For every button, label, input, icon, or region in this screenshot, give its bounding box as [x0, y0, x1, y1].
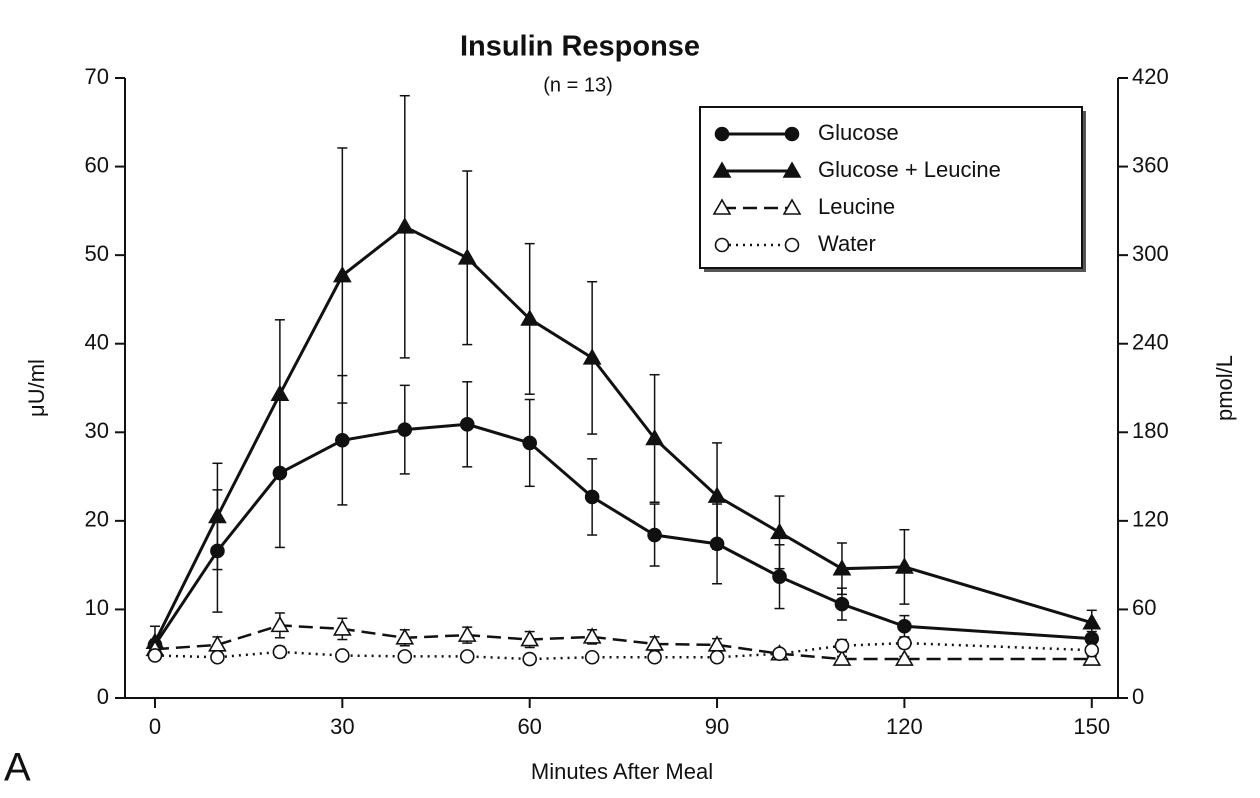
data-point	[395, 217, 415, 234]
data-point	[1082, 649, 1102, 666]
data-point	[147, 648, 163, 663]
data-point	[1084, 642, 1100, 658]
data-point	[834, 596, 850, 612]
legend-label: Glucose	[818, 120, 899, 145]
y-tick-label: 10	[85, 595, 109, 620]
x-tick-label: 150	[1073, 714, 1110, 739]
data-point	[459, 649, 475, 664]
x-tick-label: 0	[149, 714, 161, 739]
x-tick-label: 90	[705, 714, 729, 739]
y2-tick-label: 240	[1132, 330, 1169, 355]
data-point	[332, 619, 352, 636]
data-point	[584, 489, 600, 505]
y-axis-label: μU/ml	[24, 359, 49, 417]
data-point	[582, 348, 602, 365]
data-point	[522, 435, 537, 451]
legend-marker	[714, 126, 730, 142]
data-point	[459, 417, 475, 432]
data-point	[832, 649, 852, 666]
x-tick-label: 30	[330, 714, 354, 739]
y-tick-label: 0	[97, 684, 109, 709]
data-point	[335, 648, 350, 663]
data-point	[457, 625, 477, 642]
data-point	[272, 644, 288, 660]
data-point	[397, 649, 413, 664]
data-point	[332, 265, 352, 283]
data-point	[457, 248, 477, 265]
series-line	[153, 225, 1093, 643]
legend: Glucose Glucose + Leucine Leucine Water	[699, 106, 1083, 269]
data-point	[895, 649, 914, 666]
data-point	[770, 522, 789, 540]
data-point	[897, 635, 912, 651]
y-tick-label: 20	[85, 507, 109, 532]
data-point	[270, 384, 290, 402]
y-tick-label: 50	[85, 241, 109, 266]
data-point	[520, 629, 540, 647]
series-line	[154, 641, 1092, 661]
data-point	[709, 649, 725, 665]
data-point	[897, 618, 912, 634]
y2-tick-label: 120	[1132, 507, 1169, 532]
data-point	[335, 432, 350, 448]
legend-marker	[712, 198, 732, 215]
data-point	[582, 627, 602, 644]
legend-label: Leucine	[818, 194, 895, 219]
y2-tick-label: 420	[1132, 64, 1169, 89]
y2-tick-label: 360	[1132, 152, 1169, 177]
x-tick-label: 120	[886, 714, 923, 739]
data-point	[647, 649, 662, 665]
data-point	[772, 646, 787, 662]
y-tick-label: 30	[85, 418, 109, 443]
legend-marker	[712, 161, 732, 178]
y-tick-label: 40	[85, 330, 109, 355]
series-line	[153, 422, 1092, 646]
series-line	[154, 624, 1092, 661]
legend-label: Water	[818, 231, 876, 256]
legend-marker	[784, 237, 800, 253]
data-point	[772, 569, 787, 584]
y2-tick-label: 0	[1132, 684, 1144, 709]
x-axis-label: Minutes After Meal	[531, 759, 713, 784]
data-point	[208, 506, 227, 524]
legend-marker	[782, 161, 802, 178]
data-point	[645, 428, 664, 446]
legend-label: Glucose + Leucine	[818, 157, 1001, 182]
data-point	[707, 635, 727, 652]
y2-tick-label: 60	[1132, 595, 1156, 620]
legend-marker	[782, 198, 802, 215]
y-tick-label: 70	[85, 64, 109, 89]
legend-marker	[714, 237, 730, 253]
data-point	[397, 422, 413, 437]
data-point	[522, 651, 537, 667]
panel-label: A	[4, 746, 31, 790]
data-point	[395, 628, 415, 645]
chart-subtitle: (n = 13)	[543, 74, 612, 96]
data-point	[1082, 613, 1102, 630]
x-tick-label: 60	[517, 714, 541, 739]
data-point	[832, 559, 852, 576]
data-point	[210, 649, 225, 665]
data-point	[834, 638, 850, 654]
y-tick-label: 60	[85, 152, 109, 177]
y2-axis-label: pmol/L	[1212, 355, 1237, 421]
data-point	[647, 527, 662, 543]
data-point	[895, 557, 914, 574]
data-point	[707, 486, 727, 503]
data-point	[520, 309, 540, 326]
y2-tick-label: 300	[1132, 241, 1169, 266]
legend-marker	[784, 126, 800, 142]
y2-tick-label: 180	[1132, 418, 1169, 443]
data-point	[270, 615, 290, 633]
data-point	[584, 649, 600, 665]
chart-title: Insulin Response	[460, 31, 700, 63]
